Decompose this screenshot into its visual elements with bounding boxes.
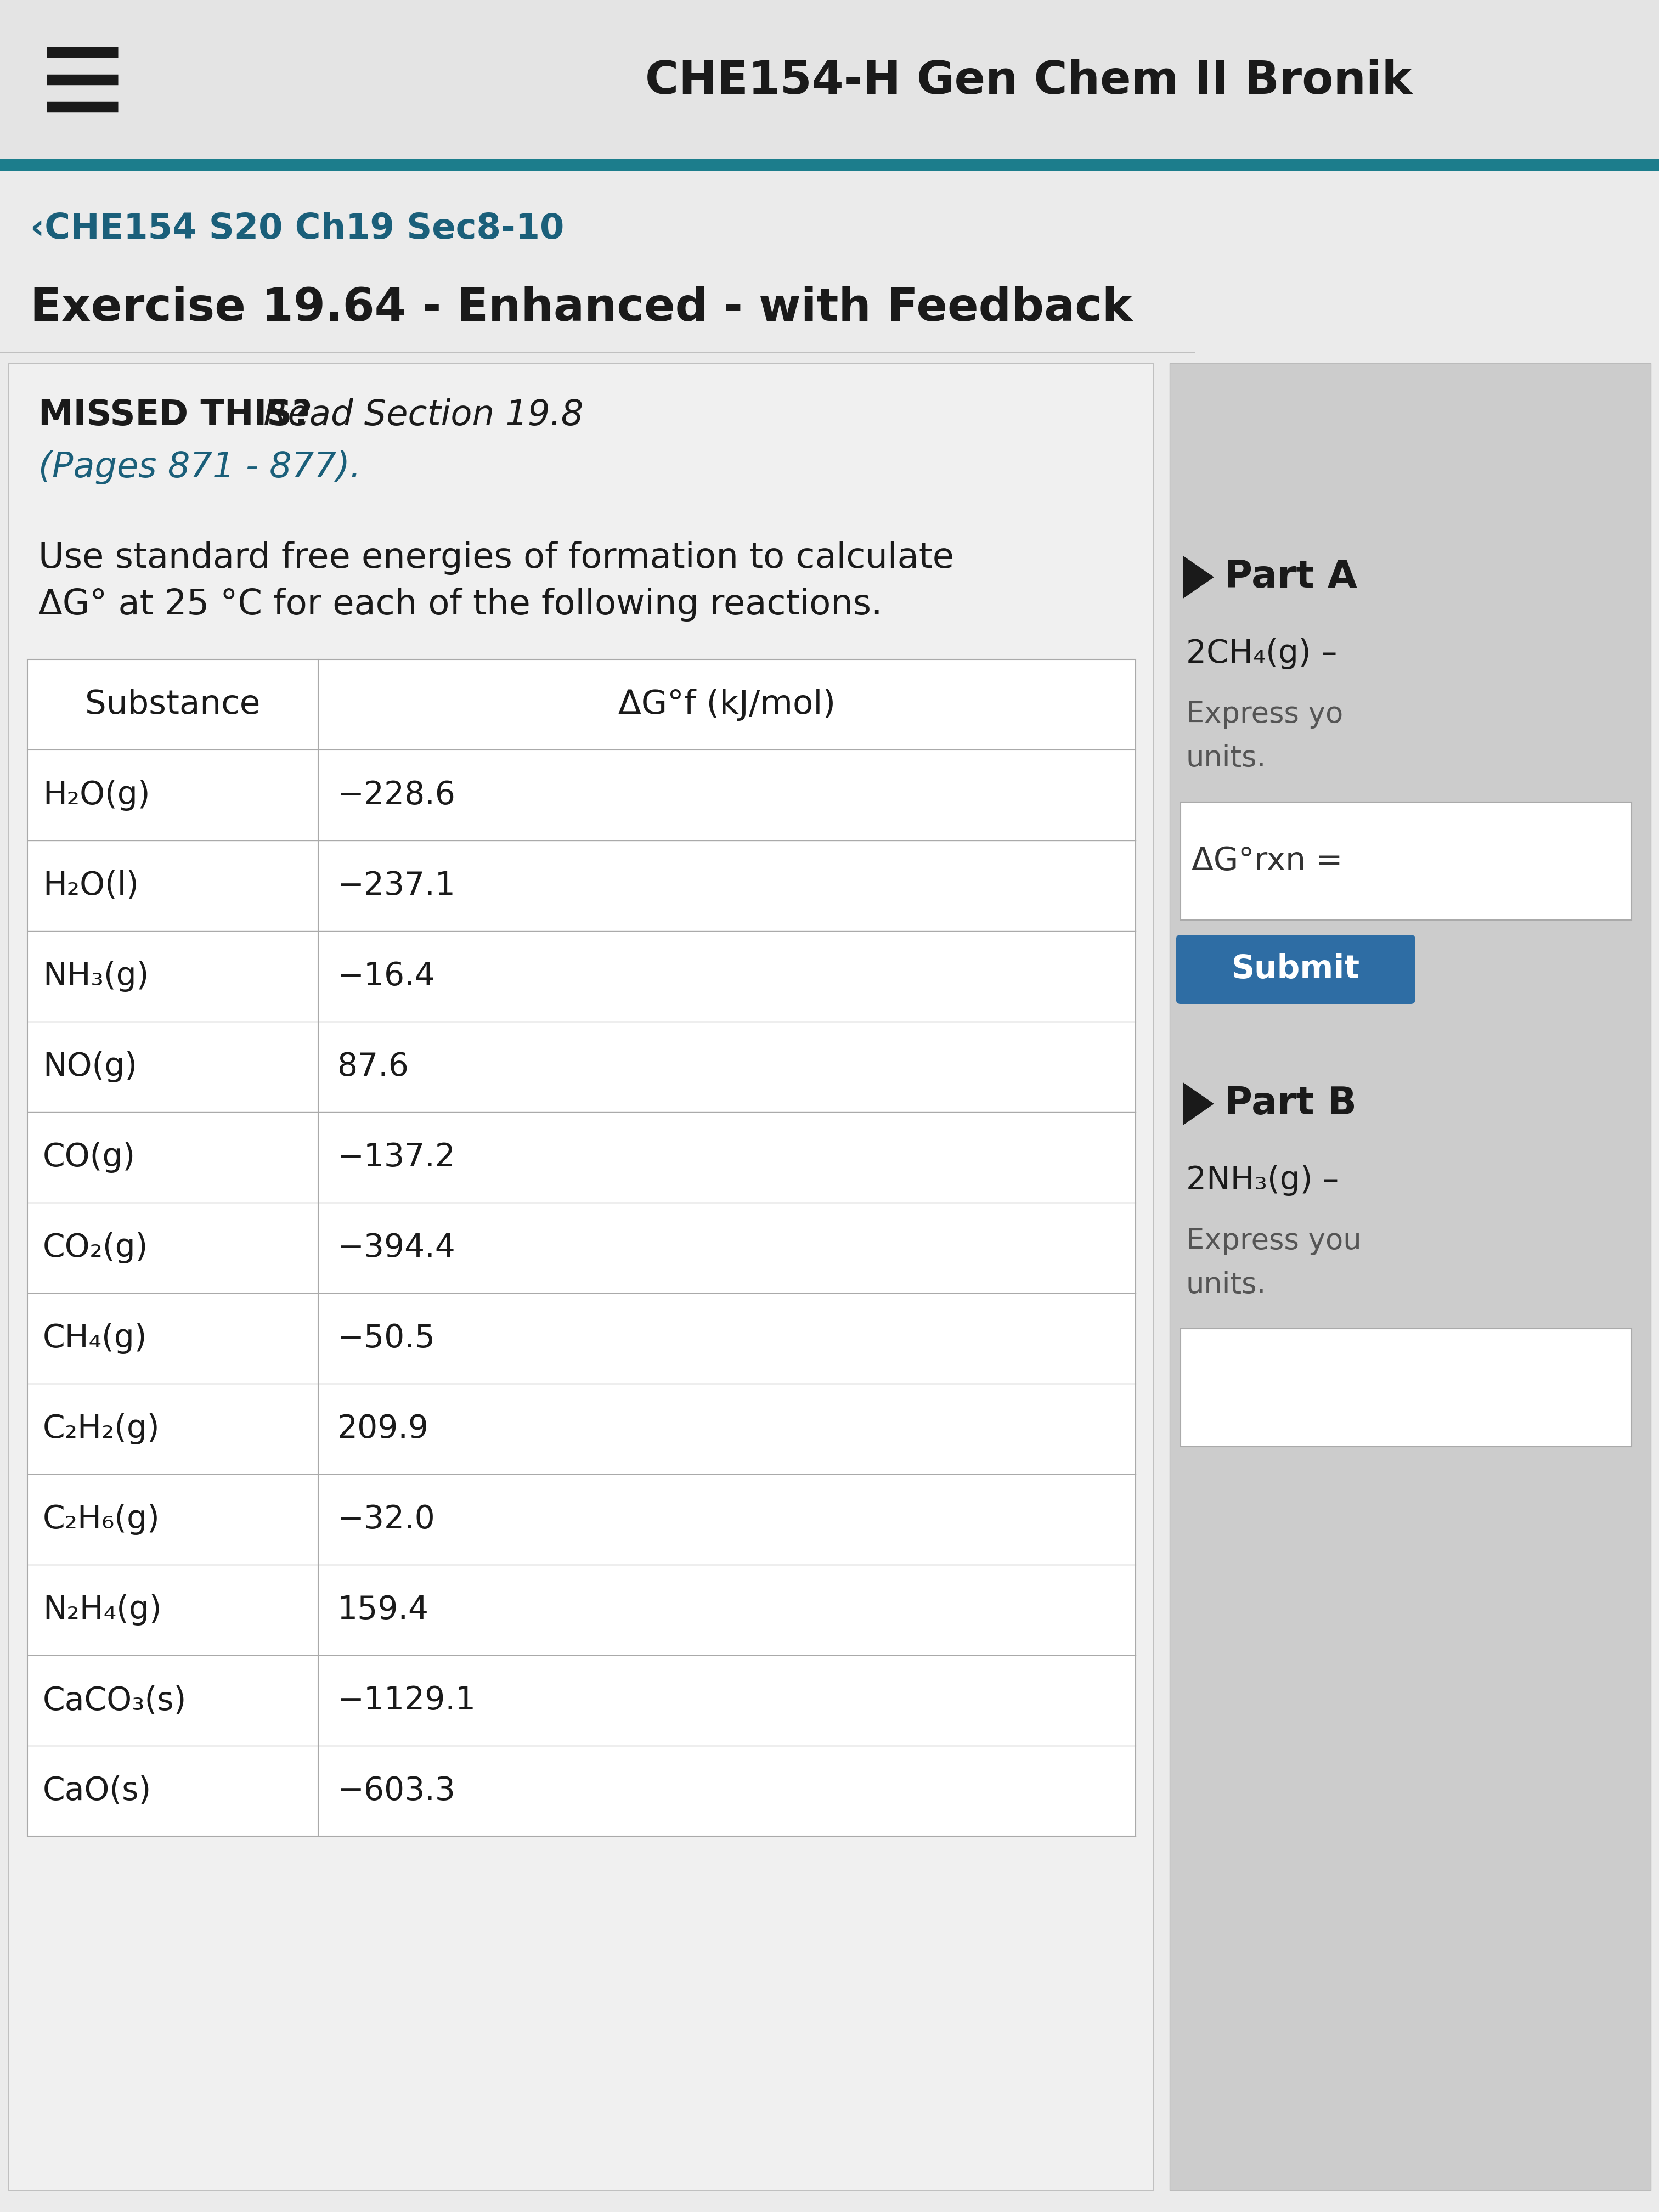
Text: ΔG°f (kJ/mol): ΔG°f (kJ/mol) [619, 688, 836, 721]
Text: CO(g): CO(g) [43, 1141, 136, 1172]
Text: Part A: Part A [1224, 560, 1357, 595]
Text: Express you: Express you [1186, 1228, 1362, 1254]
Text: NH₃(g): NH₃(g) [43, 960, 149, 991]
Text: units.: units. [1186, 743, 1266, 772]
Text: −137.2: −137.2 [337, 1141, 456, 1172]
Text: (Pages 871 - 877).: (Pages 871 - 877). [38, 451, 362, 484]
Text: 87.6: 87.6 [337, 1051, 408, 1082]
Text: 159.4: 159.4 [337, 1595, 430, 1626]
Text: −16.4: −16.4 [337, 960, 435, 991]
Text: 2NH₃(g) –: 2NH₃(g) – [1186, 1166, 1339, 1197]
Text: H₂O(l): H₂O(l) [43, 869, 139, 900]
Text: −228.6: −228.6 [337, 779, 456, 812]
Text: C₂H₆(g): C₂H₆(g) [43, 1504, 159, 1535]
Text: Substance: Substance [85, 688, 260, 721]
Text: units.: units. [1186, 1270, 1266, 1298]
Bar [1170, 363, 1651, 2190]
Bar [1181, 1329, 1631, 1447]
Text: NO(g): NO(g) [43, 1051, 138, 1082]
Text: CaCO₃(s): CaCO₃(s) [43, 1686, 187, 1717]
Bar [1181, 803, 1631, 920]
Bar [0, 159, 1659, 170]
Polygon shape [1183, 1084, 1213, 1124]
Text: −394.4: −394.4 [337, 1232, 456, 1263]
Text: CH₄(g): CH₄(g) [43, 1323, 148, 1354]
Text: Read Section 19.8: Read Section 19.8 [252, 398, 584, 431]
Text: Use standard free energies of formation to calculate: Use standard free energies of formation … [38, 542, 954, 575]
Text: CaO(s): CaO(s) [43, 1776, 151, 1807]
FancyBboxPatch shape [8, 363, 1153, 2190]
Text: CHE154-H Gen Chem II Bronik: CHE154-H Gen Chem II Bronik [645, 60, 1412, 104]
Bar [28, 659, 1136, 1836]
FancyBboxPatch shape [1176, 936, 1415, 1004]
Text: Submit: Submit [1231, 953, 1360, 984]
Text: Part B: Part B [1224, 1086, 1357, 1121]
Text: MISSED THIS?: MISSED THIS? [38, 398, 312, 431]
Bar [0, 0, 1659, 159]
Text: N₂H₄(g): N₂H₄(g) [43, 1595, 161, 1626]
Text: Exercise 19.64 - Enhanced - with Feedback: Exercise 19.64 - Enhanced - with Feedbac… [30, 285, 1133, 330]
Text: −1129.1: −1129.1 [337, 1686, 476, 1717]
Text: 209.9: 209.9 [337, 1413, 430, 1444]
Text: CO₂(g): CO₂(g) [43, 1232, 148, 1263]
Text: H₂O(g): H₂O(g) [43, 779, 149, 812]
Text: C₂H₂(g): C₂H₂(g) [43, 1413, 159, 1444]
Text: −50.5: −50.5 [337, 1323, 436, 1354]
Polygon shape [1183, 555, 1213, 597]
Text: −603.3: −603.3 [337, 1776, 456, 1807]
Text: Express yo: Express yo [1186, 699, 1344, 728]
Text: ΔG°rxn =: ΔG°rxn = [1191, 845, 1342, 876]
Text: ΔG° at 25 °C for each of the following reactions.: ΔG° at 25 °C for each of the following r… [38, 588, 883, 622]
Text: ‹CHE154 S20 Ch19 Sec8-10: ‹CHE154 S20 Ch19 Sec8-10 [30, 212, 564, 246]
Text: 2CH₄(g) –: 2CH₄(g) – [1186, 639, 1337, 670]
Text: −237.1: −237.1 [337, 869, 456, 900]
Text: −32.0: −32.0 [337, 1504, 435, 1535]
